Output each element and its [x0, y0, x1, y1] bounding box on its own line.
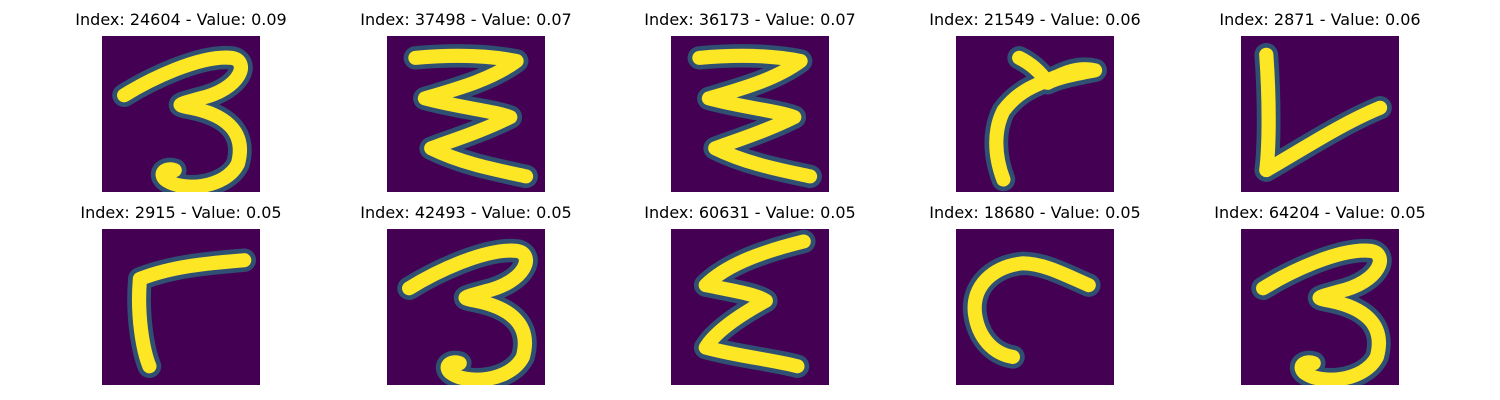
panel-title: Index: 24604 - Value: 0.09	[75, 10, 287, 29]
panel-title: Index: 64204 - Value: 0.05	[1214, 203, 1426, 222]
stroke-core	[408, 48, 534, 184]
digit-panel: Index: 24604 - Value: 0.09	[75, 10, 287, 192]
stroke-core	[692, 48, 818, 184]
digit-panel: Index: 60631 - Value: 0.05	[644, 203, 856, 385]
digit-image-svg	[956, 36, 1114, 192]
panel-title: Index: 37498 - Value: 0.07	[360, 10, 572, 29]
panel-title: Index: 2915 - Value: 0.05	[80, 203, 282, 222]
stroke-core	[117, 50, 248, 192]
digit-panel: Index: 2871 - Value: 0.06	[1219, 10, 1421, 192]
digit-image-svg	[387, 36, 545, 192]
stroke-core	[402, 243, 533, 385]
digit-image-svg	[102, 229, 260, 385]
stroke-core	[967, 256, 1096, 364]
panel-title: Index: 2871 - Value: 0.06	[1219, 10, 1421, 29]
panel-title: Index: 60631 - Value: 0.05	[644, 203, 856, 222]
stroke-core	[131, 253, 252, 374]
digit-image-svg	[956, 229, 1114, 385]
stroke-core	[1259, 47, 1388, 178]
stroke-core	[698, 234, 811, 374]
stroke-core	[989, 50, 1103, 187]
digit-panel: Index: 2915 - Value: 0.05	[80, 203, 282, 385]
panel-title: Index: 21549 - Value: 0.06	[929, 10, 1141, 29]
stroke-core	[1256, 243, 1387, 385]
digit-image	[387, 229, 545, 385]
digit-image-svg	[1241, 229, 1399, 385]
digit-panel: Index: 18680 - Value: 0.05	[929, 203, 1141, 385]
digit-image	[1241, 229, 1399, 385]
digit-image	[956, 229, 1114, 385]
digit-image-svg	[387, 229, 545, 385]
digit-image	[102, 36, 260, 192]
digit-image	[671, 229, 829, 385]
digit-image	[102, 229, 260, 385]
digit-image-svg	[671, 229, 829, 385]
digit-panel: Index: 21549 - Value: 0.06	[929, 10, 1141, 192]
digit-image-svg	[1241, 36, 1399, 192]
digit-image	[387, 36, 545, 192]
digit-image	[1241, 36, 1399, 192]
digit-image-svg	[671, 36, 829, 192]
digit-panel: Index: 64204 - Value: 0.05	[1214, 203, 1426, 385]
panel-title: Index: 36173 - Value: 0.07	[644, 10, 856, 29]
panel-title: Index: 42493 - Value: 0.05	[360, 203, 572, 222]
digit-image-svg	[102, 36, 260, 192]
digit-panel: Index: 37498 - Value: 0.07	[360, 10, 572, 192]
digit-panel: Index: 42493 - Value: 0.05	[360, 203, 572, 385]
digit-image	[956, 36, 1114, 192]
digit-image	[671, 36, 829, 192]
digit-panel: Index: 36173 - Value: 0.07	[644, 10, 856, 192]
panel-title: Index: 18680 - Value: 0.05	[929, 203, 1141, 222]
